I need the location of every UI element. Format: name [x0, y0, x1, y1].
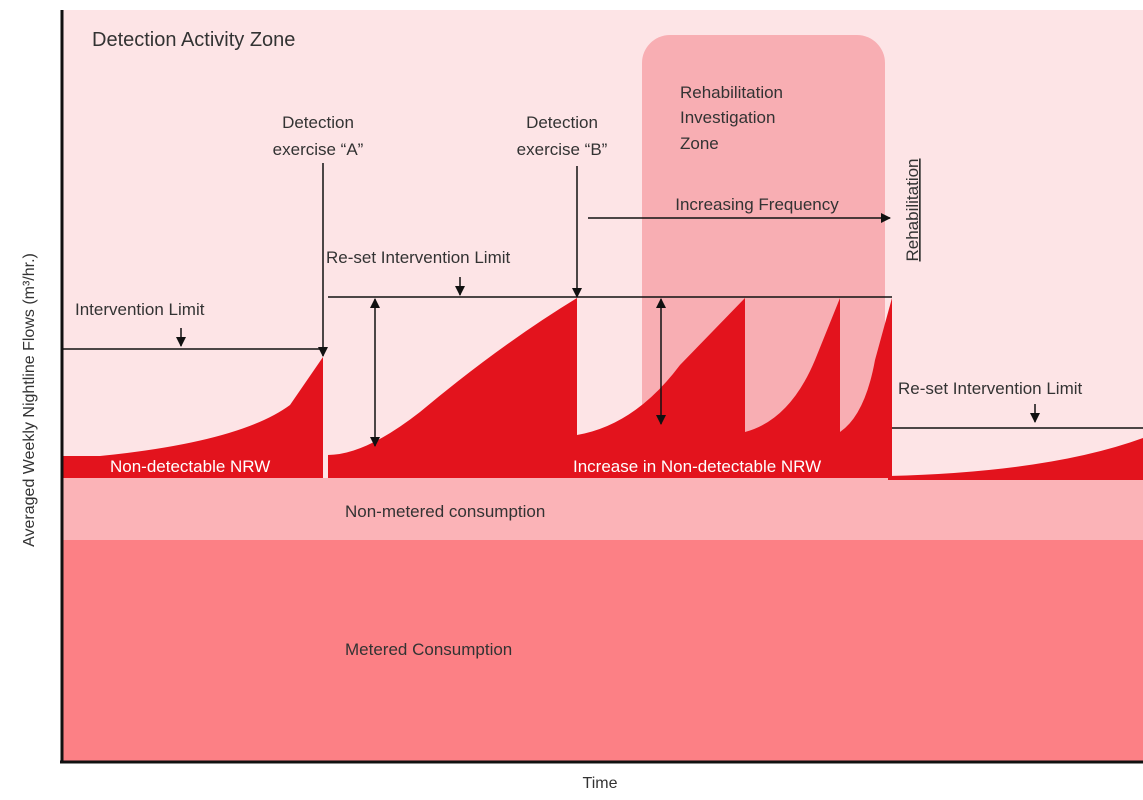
y-axis-label: Averaged Weekly Nightline Flows (m³/hr.) [21, 253, 38, 547]
increase-label: Increase in Non-detectable NRW [573, 457, 821, 476]
increasing-frequency: Increasing Frequency [675, 195, 839, 214]
rehab-zone-label: Zone [680, 134, 719, 153]
nrw-4 [745, 298, 840, 478]
detection-b: exercise “B” [517, 140, 608, 159]
non-metered-label: Non-metered consumption [345, 502, 545, 521]
metered-label: Metered Consumption [345, 640, 512, 659]
rehab-zone-label: Investigation [680, 108, 775, 127]
title: Detection Activity Zone [92, 29, 295, 51]
rehab-zone-label: Rehabilitation [680, 83, 783, 102]
detection-a: Detection [282, 113, 354, 132]
non-metered-band [62, 478, 1143, 540]
detection-a: exercise “A” [273, 140, 364, 159]
detection-b: Detection [526, 113, 598, 132]
x-axis-label: Time [583, 775, 618, 792]
nrw-1 [62, 357, 323, 478]
nrw-5 [840, 298, 892, 478]
nrw-2 [328, 298, 577, 478]
nrw-6 [888, 438, 1143, 480]
non-detectable-label: Non-detectable NRW [110, 457, 270, 476]
metered-band [62, 540, 1143, 762]
reset-limit-label: Re-set Intervention Limit [326, 248, 511, 267]
intervention-limit-label: Intervention Limit [75, 300, 205, 319]
reset-limit-label: Re-set Intervention Limit [898, 379, 1083, 398]
rehabilitation: Rehabilitation [903, 158, 922, 261]
